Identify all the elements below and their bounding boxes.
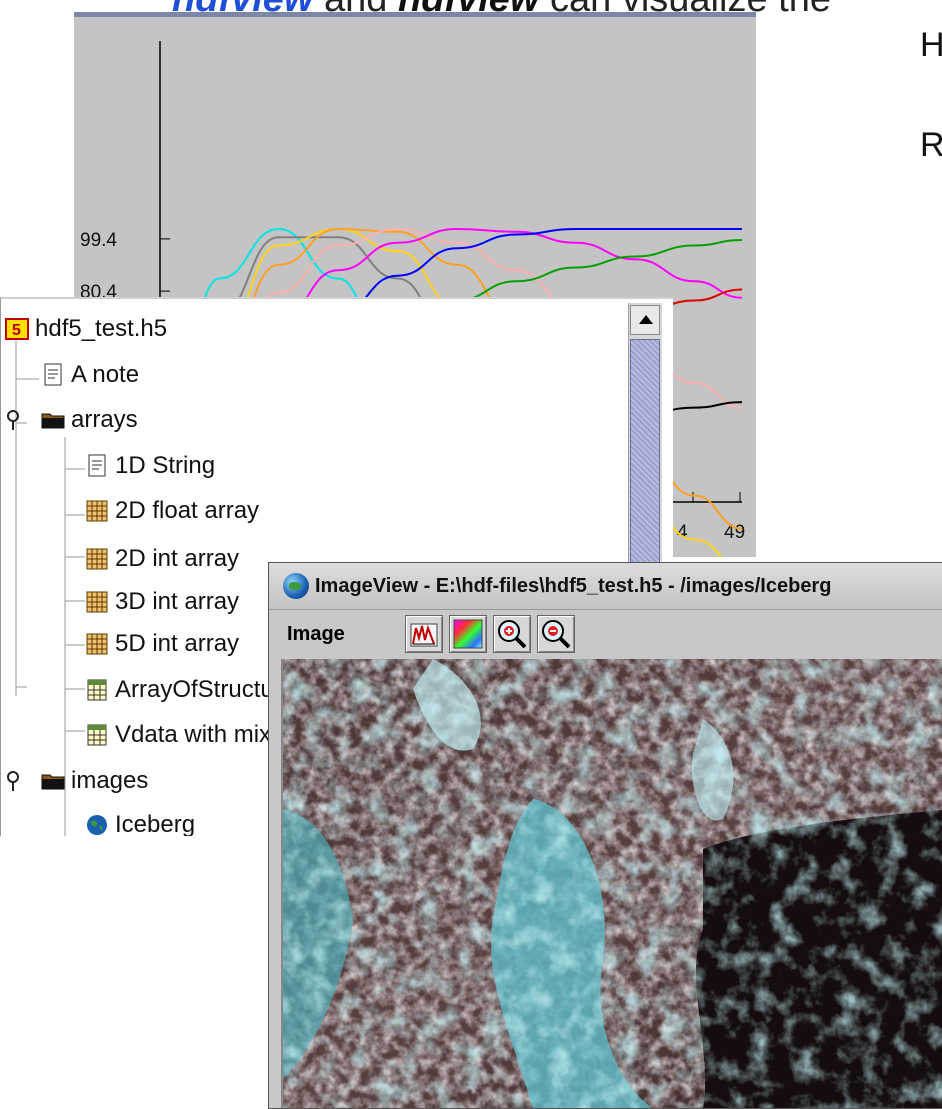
satellite-image-render xyxy=(283,659,942,1108)
iceberg-satellite-image[interactable] xyxy=(281,659,942,1108)
chart-top-mask xyxy=(74,17,756,31)
tree-item-label: 2D float array xyxy=(115,497,260,524)
image-menu[interactable]: Image xyxy=(287,622,345,645)
image-view-toolbar: Image xyxy=(269,609,942,659)
tree-item-hdf5-test-h5[interactable]: 5 hdf5_test.h5 xyxy=(5,309,167,349)
side-text-2: R xyxy=(920,126,942,164)
array-icon xyxy=(85,547,109,571)
zoom-out-button[interactable] xyxy=(537,615,575,653)
expand-handle-icon[interactable] xyxy=(7,771,19,791)
folder-icon xyxy=(41,408,65,432)
histogram-icon xyxy=(410,623,438,647)
image-view-window: ImageView - E:\hdf-files\hdf5_test.h5 - … xyxy=(268,562,942,1109)
folder-icon xyxy=(41,769,65,793)
tree-item-label: Iceberg xyxy=(115,811,196,836)
tree-connector-lines xyxy=(15,335,85,836)
text-icon xyxy=(41,363,65,387)
svg-text:5: 5 xyxy=(12,322,21,339)
histogram-button[interactable] xyxy=(405,615,443,653)
tree-item-label: 2D int array xyxy=(115,545,240,572)
image-globe-icon xyxy=(85,813,109,836)
array-icon xyxy=(85,499,109,523)
globe-icon xyxy=(283,573,309,599)
text-icon xyxy=(85,454,109,478)
tree-item-2d-float-array[interactable]: 2D float array xyxy=(85,491,259,531)
tree-item-2d-int-array[interactable]: 2D int array xyxy=(85,539,239,579)
side-text-1: H xyxy=(920,26,942,64)
array-icon xyxy=(85,632,109,656)
tree-item-label: 1D String xyxy=(115,452,216,479)
table-icon xyxy=(85,723,109,747)
x-tick-label: 49 xyxy=(724,522,745,543)
table-icon xyxy=(85,678,109,702)
tree-item-label: 3D int array xyxy=(115,588,240,615)
tree-item-label: 5D int array xyxy=(115,630,240,657)
scroll-up-button[interactable] xyxy=(630,305,660,335)
tree-item-images[interactable]: images xyxy=(7,761,149,801)
x-tick-label: 4 xyxy=(677,522,688,543)
tree-item-label: hdf5_test.h5 xyxy=(35,315,168,342)
zoom-out-icon xyxy=(542,620,571,649)
array-icon xyxy=(85,590,109,614)
tree-item-a-note[interactable]: A note xyxy=(41,355,139,395)
zoom-in-icon xyxy=(498,620,527,649)
image-view-title: ImageView - E:\hdf-files\hdf5_test.h5 - … xyxy=(315,574,832,597)
tree-item-3d-int-array[interactable]: 3D int array xyxy=(85,582,239,622)
tree-item-1d-string[interactable]: 1D String xyxy=(85,446,215,486)
y-tick-label: 99.4 xyxy=(80,230,117,251)
tree-item-label: images xyxy=(71,767,149,794)
tree-item-5d-int-array[interactable]: 5D int array xyxy=(85,624,239,664)
tree-item-arrays[interactable]: arrays xyxy=(7,400,138,440)
tree-item-label: A note xyxy=(71,361,140,388)
tree-item-label: arrays xyxy=(71,406,138,433)
hdf5-file-icon: 5 xyxy=(5,317,29,341)
expand-handle-icon[interactable] xyxy=(7,410,19,430)
palette-button[interactable] xyxy=(449,615,487,653)
image-view-titlebar[interactable]: ImageView - E:\hdf-files\hdf5_test.h5 - … xyxy=(269,563,942,610)
palette-icon xyxy=(453,619,483,649)
zoom-in-button[interactable] xyxy=(493,615,531,653)
tree-item-iceberg[interactable]: Iceberg xyxy=(85,805,195,836)
